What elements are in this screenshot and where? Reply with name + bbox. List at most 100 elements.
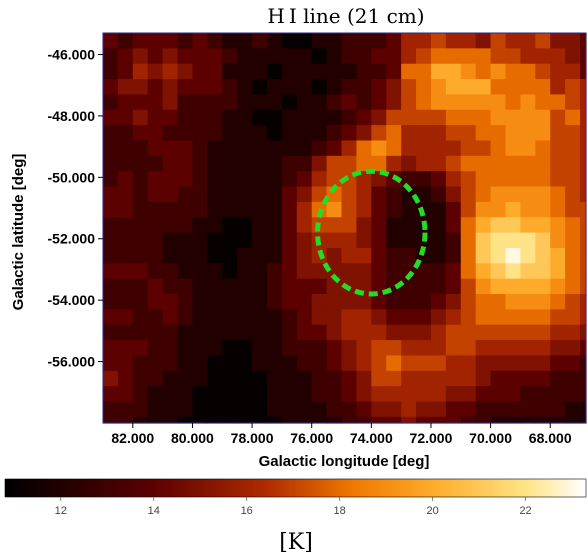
heatmap-cell	[460, 247, 477, 264]
heatmap-cell	[550, 217, 566, 234]
heatmap-cell	[252, 63, 268, 80]
heatmap-cell	[266, 33, 283, 49]
heatmap-cell	[475, 109, 492, 126]
heatmap-cell	[535, 232, 551, 249]
heatmap-cell	[311, 79, 328, 96]
heatmap-cell	[103, 278, 119, 295]
heatmap-cell	[177, 125, 194, 142]
heatmap-cell	[266, 401, 283, 418]
heatmap-cell	[490, 309, 507, 326]
heatmap-cell	[222, 171, 238, 188]
heatmap-cell	[341, 79, 358, 96]
heatmap-cell	[386, 401, 402, 418]
heatmap-cell	[356, 63, 372, 80]
heatmap-cell	[445, 186, 462, 203]
heatmap-cell	[237, 109, 253, 126]
heatmap-cell	[535, 217, 551, 234]
heatmap-cell	[401, 109, 417, 126]
heatmap-cell	[296, 309, 313, 326]
heatmap-cell	[326, 63, 343, 80]
heatmap-cell	[460, 79, 477, 96]
heatmap-cell	[132, 33, 149, 49]
heatmap-cell	[326, 370, 343, 387]
heatmap-cell	[326, 94, 343, 111]
heatmap-cell	[162, 79, 179, 96]
heatmap-cell	[460, 140, 477, 157]
heatmap-cell	[237, 155, 253, 172]
heatmap-cell	[132, 140, 149, 157]
heatmap-cell	[117, 79, 134, 96]
heatmap-cell	[460, 294, 477, 310]
heatmap-cell	[386, 63, 402, 80]
heatmap-cell	[147, 355, 164, 372]
heatmap-cell	[356, 79, 372, 96]
heatmap-cell	[580, 401, 587, 418]
heatmap-cell	[147, 171, 164, 188]
heatmap-cell	[445, 125, 462, 142]
heatmap-cell	[460, 309, 477, 326]
heatmap-cell	[192, 416, 208, 424]
heatmap-cell	[266, 355, 283, 372]
heatmap-cell	[296, 33, 313, 49]
y-tick-label: -48.000	[48, 108, 96, 124]
heatmap-cell	[401, 217, 417, 234]
heatmap-cell	[281, 63, 298, 80]
heatmap-cell	[550, 94, 566, 111]
heatmap-cell	[460, 94, 477, 111]
heatmap-cell	[430, 201, 447, 218]
heatmap-cell	[296, 324, 313, 341]
heatmap-cell	[266, 232, 283, 249]
heatmap-cell	[341, 217, 358, 234]
heatmap-cell	[266, 109, 283, 126]
heatmap-cell	[147, 140, 164, 157]
heatmap-cell	[296, 48, 313, 65]
heatmap-cell	[401, 94, 417, 111]
heatmap-cell	[132, 155, 149, 172]
y-axis: -46.000 -48.000 -50.000 -52.000 -54.000 -56.0…	[48, 46, 103, 370]
heatmap-cell	[222, 416, 238, 424]
heatmap-cell	[252, 140, 268, 157]
heatmap-cell	[162, 294, 179, 310]
heatmap-cell	[550, 309, 566, 326]
heatmap-cell	[386, 94, 402, 111]
heatmap-cell	[550, 109, 566, 126]
heatmap-cell	[252, 309, 268, 326]
heatmap-cell	[222, 340, 238, 357]
heatmap-cell	[222, 79, 238, 96]
heatmap-cell	[580, 340, 587, 357]
heatmap-cell	[103, 355, 119, 372]
heatmap-cell	[281, 155, 298, 172]
heatmap-cell	[117, 125, 134, 142]
heatmap-cell	[252, 401, 268, 418]
heatmap-cell	[535, 309, 551, 326]
heatmap-cell	[281, 386, 298, 403]
heatmap-cell	[281, 140, 298, 157]
heatmap-cell	[117, 263, 134, 280]
heatmap-cell	[192, 33, 208, 49]
heatmap-cell	[550, 33, 566, 49]
heatmap-cell	[326, 109, 343, 126]
heatmap-cell	[311, 355, 328, 372]
heatmap-cell	[550, 201, 566, 218]
heatmap-cell	[416, 340, 432, 357]
heatmap-cell	[192, 201, 208, 218]
heatmap-cell	[252, 340, 268, 357]
heatmap-cell	[117, 140, 134, 157]
heatmap-cell	[460, 109, 477, 126]
heatmap-cell	[207, 386, 223, 403]
colorbar-tick-label: 18	[334, 505, 346, 517]
heatmap-cell	[371, 140, 387, 157]
heatmap-cell	[117, 232, 134, 249]
heatmap-cell	[371, 109, 387, 126]
heatmap-cell	[341, 416, 358, 424]
x-axis: 82.000 80.000 78.000 76.000 74.000 72.000 70.0…	[111, 423, 572, 446]
heatmap-cell	[281, 186, 298, 203]
heatmap-cell	[416, 324, 432, 341]
heatmap-cell	[371, 48, 387, 65]
heatmap-cell	[237, 401, 253, 418]
heatmap-cell	[416, 278, 432, 295]
heatmap-cell	[192, 278, 208, 295]
heatmap-cell	[177, 355, 194, 372]
heatmap-cell	[281, 263, 298, 280]
